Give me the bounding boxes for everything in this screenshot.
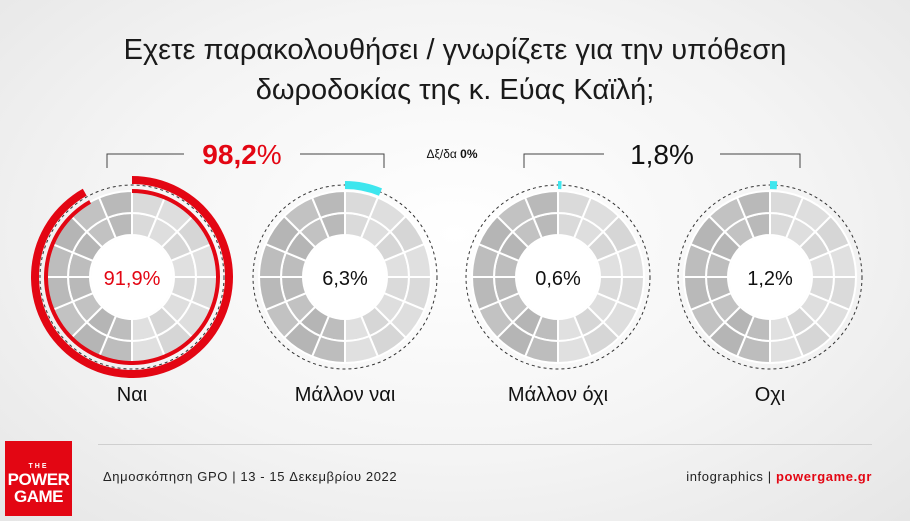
chart-title: Εχετε παρακολουθήσει / γνωρίζετε για την… — [0, 30, 910, 110]
donut-value-label: 6,3% — [322, 268, 368, 290]
footer-divider — [98, 444, 872, 445]
group-total-label: 98,2% — [202, 139, 281, 170]
donut-center — [91, 236, 173, 318]
group-total-label: 1,8% — [630, 139, 694, 170]
logo-power: POWER — [7, 470, 70, 489]
footer-site-link[interactable]: powergame.gr — [775, 469, 872, 484]
category-label: Οχι — [755, 384, 786, 406]
footer-infographics: infographics | — [686, 469, 776, 484]
donut-center — [729, 236, 811, 318]
donut-value-label: 0,6% — [535, 268, 581, 290]
category-label: Μάλλον όχι — [508, 384, 608, 406]
category-label: Ναι — [117, 384, 147, 406]
chart-title-line2: δωροδοκίας της κ. Εύας Καϊλή; — [255, 74, 655, 106]
powergame-logo: THE POWER GAME — [5, 441, 72, 516]
donut-center — [517, 236, 599, 318]
donut-segment — [735, 189, 771, 220]
logo-game: GAME — [14, 487, 64, 506]
group-bracket-right — [720, 153, 801, 168]
logo-the: THE — [28, 463, 49, 470]
footer-source: Δημοσκόπηση GPO | 13 - 15 Δεκεμβρίου 202… — [103, 469, 398, 484]
group-bracket-left — [523, 153, 604, 168]
category-label: Μάλλον ναι — [295, 384, 396, 406]
donut-segment — [310, 189, 346, 220]
group-bracket-right — [300, 153, 385, 168]
donut-value-arc — [345, 181, 383, 196]
donut-segment — [97, 189, 133, 220]
group-bracket-left — [106, 153, 184, 168]
footer-credit: infographics | powergame.gr — [686, 469, 872, 484]
donut-center — [304, 236, 386, 318]
dont-know-label: Δξ/δα 0% — [426, 147, 477, 161]
donut-value-arc — [558, 181, 562, 190]
donut-value-arc — [770, 181, 778, 190]
chart-title-line1: Εχετε παρακολουθήσει / γνωρίζετε για την… — [123, 34, 787, 66]
donut-segment — [523, 189, 559, 220]
donut-value-label: 1,2% — [747, 268, 793, 290]
donut-dashed-ring — [39, 184, 225, 370]
donut-value-label: 91,9% — [104, 268, 161, 290]
